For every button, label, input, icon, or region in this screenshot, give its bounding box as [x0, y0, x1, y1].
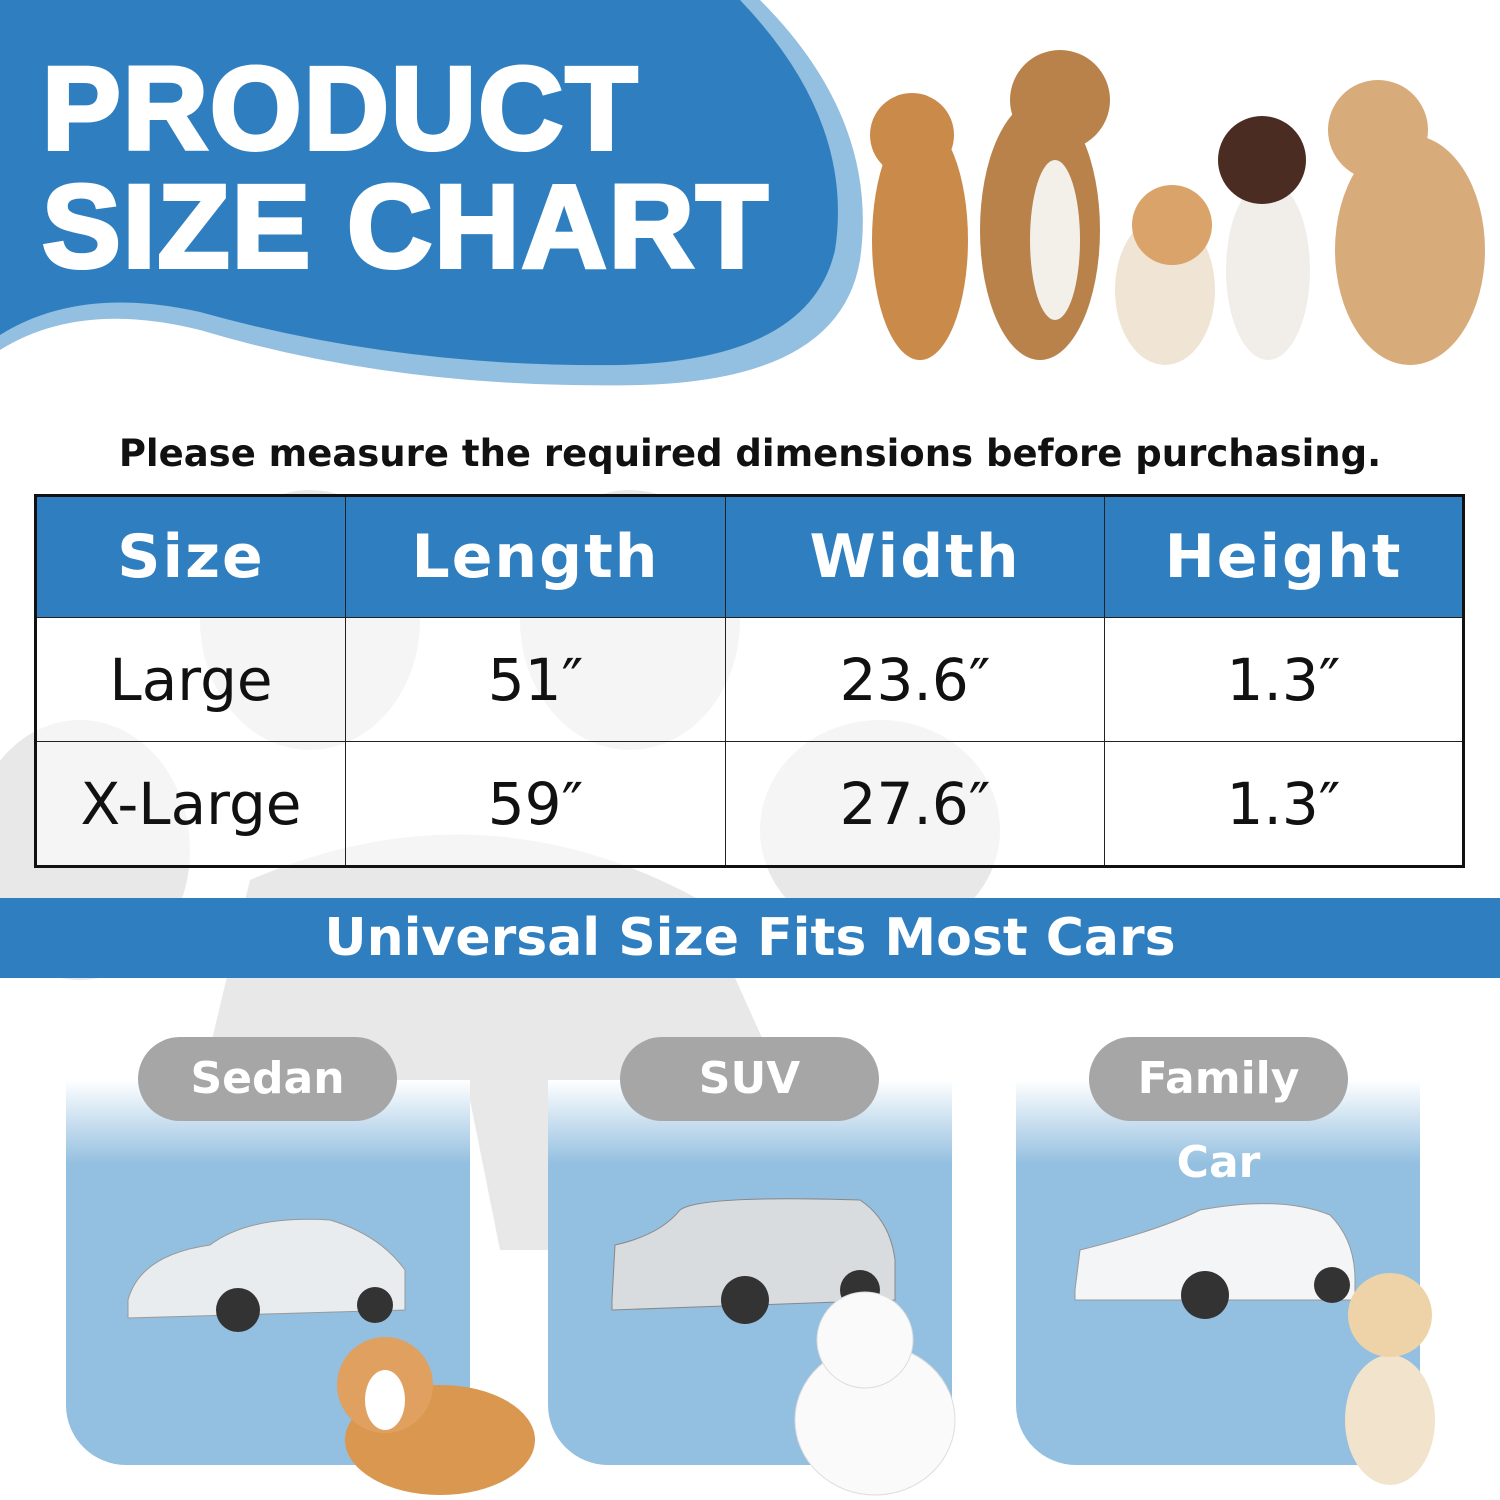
cell-width: 23.6″ — [725, 617, 1105, 742]
label-family-car: Family Car — [1089, 1037, 1348, 1188]
title-line-2: SIZE CHART — [40, 161, 770, 293]
table-row: Large 51″ 23.6″ 1.3″ — [35, 617, 1464, 742]
cell-width: 27.6″ — [725, 741, 1105, 867]
header-length: Length — [345, 495, 726, 618]
title-line-1: PRODUCT — [40, 43, 640, 175]
cell-height: 1.3″ — [1104, 741, 1464, 867]
table-header-row: Size Length Width Height — [35, 495, 1464, 618]
header-blob — [0, 0, 838, 366]
cell-length: 59″ — [345, 741, 726, 867]
fit-banner: Universal Size Fits Most Cars — [0, 898, 1500, 978]
size-table: Size Length Width Height Large 51″ 23.6″… — [34, 494, 1465, 868]
sedan-image — [127, 1218, 406, 1332]
cell-size: X-Large — [35, 741, 346, 867]
cell-length: 51″ — [345, 617, 726, 742]
label-sedan: Sedan — [138, 1037, 397, 1121]
cell-size: Large — [35, 617, 346, 742]
golden-puppy-image — [1345, 1273, 1435, 1485]
header-size: Size — [35, 495, 346, 618]
label-suv: SUV — [620, 1037, 879, 1121]
header-width: Width — [725, 495, 1105, 618]
cars-and-dogs-photos — [127, 1198, 1435, 1496]
table-row: X-Large 59″ 27.6″ 1.3″ — [35, 741, 1464, 867]
corgi-puppy-image — [337, 1337, 535, 1495]
cell-height: 1.3″ — [1104, 617, 1464, 742]
pets-photo — [870, 50, 1485, 365]
samoyed-image — [794, 1291, 956, 1496]
header-height: Height — [1104, 495, 1464, 618]
suv-image — [611, 1198, 896, 1324]
measure-notice: Please measure the required dimensions b… — [118, 432, 1382, 475]
family-car-image — [1074, 1203, 1356, 1319]
